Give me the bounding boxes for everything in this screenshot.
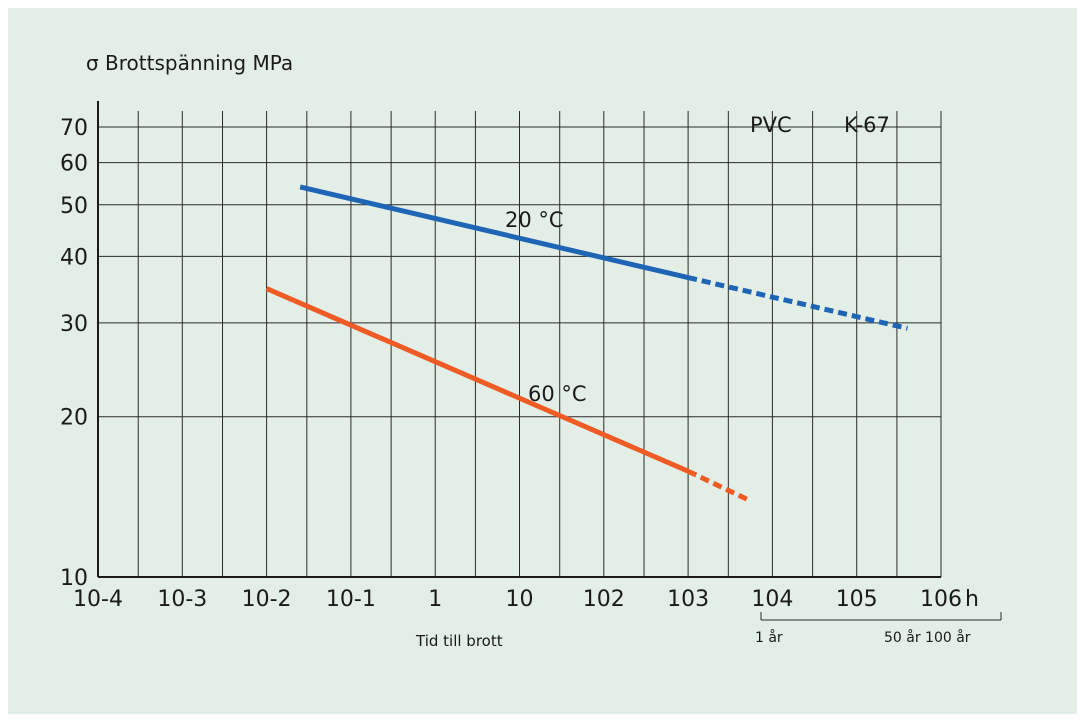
- y-tick-label: 60: [60, 152, 88, 177]
- y-tick-label: 30: [60, 312, 88, 337]
- series-line-solid: [265, 286, 690, 474]
- x-tick-label: 10: [506, 587, 534, 612]
- y-tick-label: 10: [60, 566, 88, 591]
- x-tick-label: 102: [583, 587, 625, 612]
- chart: 10 20 30 40 50 60 70 10-4 10-3 10-2 10-1 1 10 102 103…: [60, 51, 1002, 650]
- x-tick-label: 104: [751, 587, 793, 612]
- x-axis-unit: h: [965, 587, 979, 612]
- x-axis-label: Tid till brott: [415, 632, 503, 650]
- y-tick-label: 20: [60, 406, 88, 431]
- vertical-gridlines: [97, 111, 942, 577]
- x-tick-label: 103: [667, 587, 709, 612]
- series-line-dashed: [687, 468, 749, 502]
- chart-panel: 10 20 30 40 50 60 70 10-4 10-3 10-2 10-1 1 10 102 103…: [8, 8, 1077, 714]
- annotation-grade: K-67: [844, 113, 890, 137]
- series-label: 20 °C: [505, 208, 564, 232]
- x-tick-label: 10-1: [326, 587, 376, 612]
- year-axis: 1 år 50 år 100 år: [755, 612, 1002, 646]
- x-tick-label: 106: [920, 587, 962, 612]
- year-label-1: 1 år: [755, 629, 783, 646]
- x-tick-label: 10-2: [242, 587, 292, 612]
- y-tick-label: 50: [60, 194, 88, 219]
- year-label-50-100: 50 år 100 år: [884, 629, 971, 646]
- annotation-material: PVC: [750, 113, 792, 137]
- y-tick-labels: 10 20 30 40 50 60 70: [60, 116, 88, 591]
- series-label: 60 °C: [528, 382, 587, 406]
- series-line-solid: [299, 184, 689, 280]
- y-tick-label: 70: [60, 116, 88, 141]
- x-tick-label: 1: [428, 587, 442, 612]
- x-tick-labels: 10-4 10-3 10-2 10-1 1 10 102 103 104 105 106: [73, 587, 962, 612]
- y-axis-label: σ Brottspänning MPa: [86, 51, 293, 75]
- y-tick-label: 40: [60, 245, 88, 270]
- series-layer: [265, 184, 909, 502]
- x-tick-label: 10-4: [73, 587, 123, 612]
- x-tick-label: 10-3: [157, 587, 207, 612]
- series-labels: 20 °C 60 °C: [505, 208, 587, 406]
- series-line-dashed: [687, 275, 909, 331]
- x-tick-label: 105: [836, 587, 878, 612]
